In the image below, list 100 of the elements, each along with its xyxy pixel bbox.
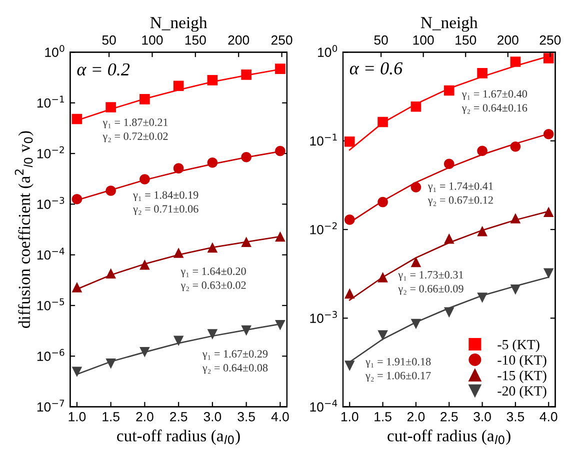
point (241, 70, 252, 80)
point (378, 116, 388, 128)
x2-tick-label: 100 (413, 35, 434, 45)
point (510, 142, 521, 152)
y-tick-label: 10$^{−2}$ (37, 146, 64, 158)
point (510, 284, 521, 295)
annotation: γ₁ = 1.64±0.20 γ₂ = 0.63±0.02 (180, 267, 246, 292)
point (275, 146, 286, 156)
point (72, 366, 82, 377)
annotation: γ₁ = 1.87±0.21 γ₂ = 0.72±0.02 (102, 118, 168, 142)
point (275, 231, 286, 242)
point (344, 214, 355, 225)
point (344, 288, 355, 299)
x2-tick-label: 100 (142, 35, 163, 45)
x2-axis-title: N_neigh (420, 16, 478, 32)
legend-label: -20 (KT) (498, 386, 546, 398)
y-tick-label: 10$^{−6}$ (37, 348, 64, 361)
point (344, 360, 355, 371)
legend-label: -15 (KT) (498, 370, 546, 384)
point (173, 336, 184, 346)
point (410, 182, 422, 192)
point (275, 64, 286, 74)
point (477, 68, 488, 78)
x2-tick-label: 200 (498, 35, 518, 45)
y-tick-label: 10$^{−4}$ (37, 248, 64, 260)
point (410, 318, 422, 330)
point (410, 102, 422, 112)
x2-tick-label: 150 (185, 35, 206, 45)
point (106, 186, 116, 196)
point (444, 158, 454, 170)
point (241, 325, 252, 336)
x-tick-label: 2.0 (407, 412, 425, 422)
point (241, 236, 252, 248)
point (275, 320, 286, 330)
x-axis-title: cut-off radius (a$_{l0}$) (117, 430, 240, 445)
x-tick-label: 3.5 (238, 412, 255, 422)
y-tick-label: 10$^{−3}$ (310, 310, 337, 323)
point (477, 146, 488, 156)
legend-label: -10 (KT) (498, 354, 546, 368)
point (378, 330, 388, 340)
point (444, 233, 454, 244)
y-tick-label: 10$^{−2}$ (310, 222, 337, 234)
y-tick-label: 10$^{−5}$ (37, 298, 64, 310)
x-tick-label: 3.0 (474, 412, 491, 422)
point (477, 226, 488, 236)
x-tick-label: 1.0 (68, 412, 86, 422)
point (410, 256, 422, 268)
x-tick-label: 1.0 (341, 412, 358, 422)
point (72, 194, 82, 204)
point (378, 196, 388, 208)
x2-tick-label: 50 (102, 35, 116, 45)
annotation: γ₁ = 1.73±0.31 γ₂ = 0.66±0.09 (398, 271, 464, 295)
x-tick-label: 2.5 (440, 412, 458, 422)
point (444, 307, 454, 318)
point (173, 248, 184, 258)
point (173, 80, 184, 92)
point (72, 114, 82, 124)
point (207, 329, 218, 340)
x2-axis-title: N_neigh (150, 16, 208, 32)
point (543, 53, 554, 64)
point (543, 206, 554, 218)
x-tick-label: 3.5 (506, 412, 524, 422)
x-tick-label: 1.5 (374, 412, 392, 422)
annotation: α = 0.6 (350, 62, 403, 75)
point (241, 152, 252, 162)
x-tick-label: 1.5 (102, 412, 120, 422)
point (543, 129, 554, 140)
point (207, 158, 218, 168)
x-tick-label: 4.0 (540, 412, 558, 422)
y-tick-label: 10$^{−1}$ (310, 134, 337, 146)
point (477, 292, 488, 303)
y-tick-label: 10$^{0}$ (45, 44, 64, 57)
annotation: γ₁ = 1.67±0.29 γ₂ = 0.64±0.08 (202, 350, 268, 374)
point (207, 242, 218, 253)
point (140, 94, 150, 104)
point (72, 282, 82, 292)
point (378, 272, 388, 282)
point (173, 163, 184, 174)
point (106, 268, 116, 279)
point (344, 136, 355, 147)
x2-tick-label: 50 (374, 35, 388, 45)
point (140, 174, 150, 184)
x-tick-label: 4.0 (271, 412, 289, 422)
point (106, 102, 116, 112)
x2-tick-label: 200 (228, 35, 250, 45)
point (444, 85, 454, 96)
point (510, 213, 521, 224)
point (140, 260, 150, 270)
annotation: α = 0.2 (77, 63, 130, 76)
annotation: γ₁ = 1.67±0.40 γ₂ = 0.64±0.16 (462, 90, 528, 114)
x2-tick-label: 250 (271, 35, 292, 45)
point (106, 358, 116, 369)
y-axis-title: diffusion coefficient (a$^{2}$$_{l0}$ v$_{0}$) (14, 131, 34, 328)
y-tick-label: 10$^{0}$ (318, 44, 338, 57)
x-tick-label: 2.5 (170, 412, 188, 422)
y-tick-label: 10$^{−4}$ (310, 400, 338, 412)
annotation: γ₁ = 1.91±0.18 γ₂ = 1.06±0.17 (365, 358, 431, 382)
y-tick-label: 10$^{−7}$ (37, 400, 64, 412)
annotation: γ₁ = 1.74±0.41 γ₂ = 0.67±0.12 (428, 182, 493, 206)
point (207, 75, 218, 86)
